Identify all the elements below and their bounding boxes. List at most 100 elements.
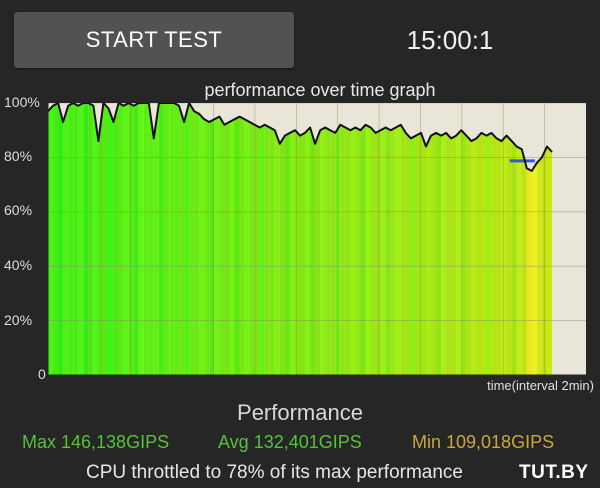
area-band (158, 103, 164, 375)
area-band (234, 116, 240, 375)
min-performance: Min 109,018GIPS (412, 432, 555, 452)
area-band (83, 103, 89, 375)
area-band (123, 103, 129, 375)
area-band (174, 103, 180, 375)
area-band (471, 138, 477, 375)
area-band (496, 138, 502, 375)
avg-performance: Avg 132,401GIPS (218, 432, 362, 452)
area-band (244, 119, 250, 375)
area-band (284, 132, 290, 375)
area-band (219, 116, 225, 375)
area-band (426, 135, 432, 375)
area-band (58, 103, 64, 375)
area-band (451, 135, 457, 375)
performance-line (48, 103, 553, 172)
area-band (143, 103, 149, 375)
area-band (98, 103, 104, 375)
area-band (345, 127, 351, 375)
area-band (390, 127, 396, 375)
area-band (118, 103, 124, 375)
throttle-message: CPU throttled to 78% of its max performa… (86, 462, 463, 483)
area-band (431, 132, 437, 375)
graph-title: performance over time graph (204, 80, 436, 100)
area-band (168, 103, 174, 375)
area-band (259, 124, 265, 375)
area-band (229, 119, 235, 375)
area-band (209, 119, 215, 375)
area-band (310, 127, 316, 375)
area-band (93, 105, 99, 375)
area-band (138, 103, 144, 375)
area-band (330, 130, 336, 375)
area-band (153, 103, 159, 375)
area-band (239, 116, 245, 375)
test-timer: 15:00:1 (406, 25, 494, 55)
area-band (289, 130, 295, 375)
area-band (204, 119, 210, 375)
area-band (380, 127, 386, 375)
area-band (355, 127, 361, 375)
area-band (461, 130, 467, 375)
y-tick-label: 20% (4, 312, 33, 328)
area-band (128, 103, 134, 375)
area-band (350, 127, 356, 375)
performance-stats: Max 146,138GIPS Avg 132,401GIPS Min 109,… (0, 432, 600, 456)
area-band (300, 132, 306, 375)
area-band (365, 124, 371, 375)
area-band (546, 146, 552, 375)
area-band (53, 103, 59, 375)
area-band (481, 132, 487, 375)
max-performance: Max 146,138GIPS (22, 432, 170, 452)
area-band (491, 132, 497, 375)
area-band (521, 149, 527, 375)
area-band (511, 141, 517, 375)
performance-title: Performance (237, 400, 363, 425)
area-band (466, 135, 472, 375)
area-band (325, 127, 331, 375)
area-band (63, 105, 69, 375)
area-band (214, 116, 220, 375)
y-tick-label: 100% (4, 94, 40, 110)
area-band (184, 103, 190, 375)
area-band (254, 124, 260, 375)
area-band (133, 103, 139, 375)
area-band (269, 127, 275, 375)
area-band (420, 132, 426, 375)
area-band (476, 132, 482, 375)
area-band (315, 130, 321, 375)
area-band (274, 130, 280, 375)
area-band (73, 103, 79, 375)
area-band (264, 124, 270, 375)
area-band (405, 132, 411, 375)
area-band (340, 124, 346, 375)
area-band (375, 130, 381, 375)
start-test-button[interactable]: START TEST (14, 12, 294, 68)
area-band (506, 135, 512, 375)
area-band (249, 122, 255, 375)
area-band (199, 113, 205, 375)
y-tick-label: 60% (4, 202, 33, 218)
tutby-watermark: TUT.BY (519, 462, 589, 483)
performance-chart (48, 103, 586, 375)
area-band (360, 124, 366, 375)
area-band (194, 111, 200, 375)
area-band (320, 127, 326, 375)
area-band (436, 132, 442, 375)
area-band (48, 105, 54, 375)
area-band (163, 103, 169, 375)
area-band (305, 127, 311, 375)
area-band (148, 103, 154, 375)
area-band (103, 103, 109, 375)
area-band (224, 122, 230, 375)
area-band (179, 105, 185, 375)
area-band (108, 108, 114, 375)
area-band (385, 127, 391, 375)
area-band (279, 135, 285, 375)
area-band (400, 124, 406, 375)
area-band (189, 103, 195, 375)
area-band (446, 132, 452, 375)
area-band (441, 132, 447, 375)
area-band (410, 135, 416, 375)
area-band (456, 130, 462, 375)
x-axis-label: time(interval 2min) (487, 378, 594, 393)
